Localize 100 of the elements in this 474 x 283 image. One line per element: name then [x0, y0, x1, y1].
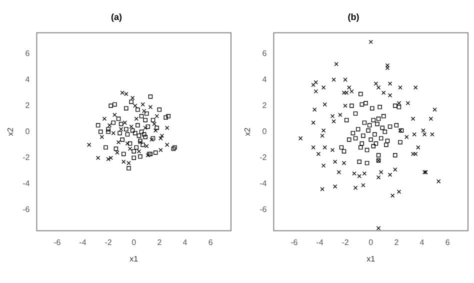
- point: [144, 111, 149, 116]
- x-tick-label: 4: [420, 238, 425, 247]
- point: [350, 130, 356, 136]
- point: [144, 144, 149, 148]
- point: [342, 149, 346, 154]
- point: [364, 101, 368, 106]
- point: [111, 120, 116, 125]
- point: [150, 136, 156, 140]
- point: [116, 140, 121, 144]
- point: [96, 123, 100, 128]
- x-axis-title: x1: [130, 254, 139, 264]
- x-tick-label: -2: [104, 238, 112, 247]
- point: [136, 108, 140, 112]
- point: [116, 116, 121, 121]
- point: [138, 154, 142, 159]
- point: [122, 160, 126, 164]
- point: [399, 128, 404, 133]
- point: [108, 156, 113, 160]
- point: [357, 160, 362, 164]
- point: [102, 116, 107, 121]
- point: [393, 104, 398, 108]
- point: [107, 123, 112, 128]
- point: [372, 132, 377, 137]
- point: [118, 122, 124, 126]
- y-tick-label: 2: [25, 100, 30, 110]
- x-tick-label: -4: [316, 238, 324, 247]
- point: [166, 114, 170, 118]
- point: [344, 118, 349, 122]
- point: [128, 141, 132, 146]
- y-axis-title: x2: [6, 127, 16, 136]
- y-tick-label: -4: [22, 179, 30, 188]
- point: [112, 112, 117, 117]
- point: [108, 104, 113, 108]
- point: [384, 142, 388, 147]
- y-tick-label: 4: [25, 74, 30, 84]
- point: [164, 115, 168, 120]
- point: [129, 124, 134, 129]
- y-tick-label: -4: [260, 179, 268, 188]
- y-tick-label: -6: [22, 205, 30, 214]
- point: [388, 124, 392, 129]
- x-tick-label: -6: [54, 238, 62, 247]
- point: [347, 138, 352, 142]
- point: [126, 166, 131, 170]
- point: [158, 148, 163, 152]
- point: [122, 120, 128, 125]
- point: [125, 132, 130, 137]
- point: [106, 130, 110, 134]
- point: [115, 150, 120, 155]
- point: [139, 114, 144, 118]
- point: [133, 130, 138, 136]
- point: [362, 120, 367, 125]
- point: [350, 104, 354, 108]
- point: [374, 141, 378, 146]
- point: [171, 146, 176, 151]
- y-tick-label: -2: [22, 153, 30, 162]
- x-tick-label: 0: [368, 238, 374, 247]
- x-tick-label: 0: [132, 238, 137, 247]
- point: [136, 134, 142, 138]
- point: [172, 145, 177, 150]
- point: [139, 130, 144, 134]
- point: [124, 127, 128, 132]
- point: [154, 114, 159, 118]
- point: [130, 96, 135, 100]
- point: [106, 157, 110, 162]
- point: [371, 144, 376, 148]
- point: [360, 102, 364, 107]
- point: [106, 127, 110, 132]
- x-tick-label: 6: [445, 238, 450, 247]
- y-tick-label: -2: [260, 153, 268, 162]
- x-axis-title: x1: [366, 254, 376, 264]
- point: [376, 153, 381, 158]
- point: [146, 153, 150, 158]
- x-tick-label: -4: [79, 238, 87, 247]
- point: [132, 156, 136, 160]
- point: [154, 126, 159, 130]
- x-tick-label: 2: [394, 238, 400, 247]
- point: [368, 138, 373, 142]
- point: [140, 102, 145, 107]
- point: [142, 132, 146, 137]
- point: [152, 122, 156, 126]
- point: [120, 138, 124, 142]
- point: [112, 102, 117, 107]
- y-tick-label: 6: [262, 48, 268, 58]
- point: [143, 134, 148, 140]
- point: [96, 156, 100, 160]
- y-tick-label: 0: [25, 127, 30, 136]
- point: [114, 146, 118, 151]
- point: [129, 100, 134, 104]
- point: [358, 145, 363, 150]
- y-tick-label: 0: [262, 127, 268, 136]
- x-tick-label: 2: [157, 238, 162, 247]
- point: [361, 134, 366, 138]
- point: [382, 130, 388, 134]
- point: [364, 160, 370, 166]
- point: [122, 152, 126, 156]
- point: [164, 142, 170, 147]
- y-tick-label: 2: [262, 100, 268, 110]
- point: [150, 118, 156, 122]
- point: [364, 148, 370, 152]
- point: [104, 145, 108, 150]
